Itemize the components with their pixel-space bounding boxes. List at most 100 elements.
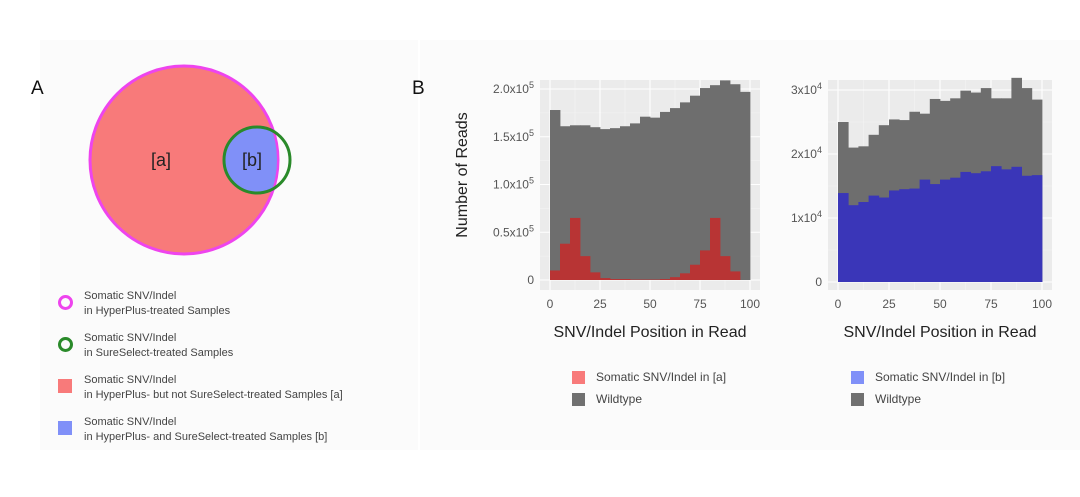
- bar-somatic: [940, 179, 951, 282]
- bar-wildtype: [710, 85, 721, 281]
- x-tick-label: 50: [643, 297, 657, 311]
- bar-wildtype: [740, 91, 751, 281]
- legend-square-icon: [58, 379, 72, 393]
- bar-wildtype: [560, 126, 571, 281]
- legend-label: Somatic SNV/Indel in [a]: [596, 370, 727, 384]
- legend-swatch-icon: [851, 393, 864, 406]
- bar-somatic: [570, 217, 581, 280]
- bar-somatic: [919, 179, 931, 282]
- bar-somatic: [690, 264, 701, 280]
- x-axis-title: SNV/Indel Position in Read: [844, 324, 1037, 341]
- legend-line2: in HyperPlus- but not SureSelect-treated…: [84, 389, 343, 401]
- bar-somatic: [929, 184, 941, 282]
- legend-line2: in HyperPlus-treated Samples: [84, 305, 231, 317]
- y-tick-label: 3x104: [791, 81, 822, 97]
- bar-somatic: [610, 279, 621, 280]
- x-tick-label: 25: [882, 297, 896, 311]
- x-tick-label: 0: [835, 297, 842, 311]
- bar-somatic: [600, 278, 611, 280]
- bar-wildtype: [600, 129, 611, 280]
- bar-wildtype: [730, 84, 741, 280]
- venn-diagram: [a] [b]: [88, 64, 292, 256]
- bar-somatic: [980, 171, 992, 282]
- venn-circle-sureselect: [222, 125, 292, 195]
- bar-wildtype: [690, 95, 701, 280]
- x-tick-label: 25: [593, 297, 607, 311]
- bar-somatic: [550, 270, 561, 280]
- bar-somatic: [899, 189, 910, 282]
- bar-somatic: [620, 279, 631, 280]
- bar-wildtype: [610, 128, 621, 280]
- bar-somatic: [720, 256, 731, 280]
- x-tick-label: 100: [1032, 297, 1052, 311]
- legend-line1: Somatic SNV/Indel: [84, 332, 177, 344]
- x-tick-label: 0: [547, 297, 554, 311]
- bar-somatic: [660, 279, 671, 280]
- bar-wildtype: [640, 116, 651, 280]
- legend-line1: Somatic SNV/Indel: [84, 290, 177, 302]
- legend-swatch-icon: [572, 393, 585, 406]
- bar-somatic: [960, 171, 971, 282]
- bar-wildtype: [700, 88, 711, 280]
- bar-wildtype: [620, 126, 631, 281]
- bar-wildtype: [650, 117, 661, 281]
- panel-a-label: A: [31, 78, 44, 99]
- legend-label: Wildtype: [596, 392, 643, 406]
- bar-somatic: [580, 256, 591, 280]
- bar-wildtype: [670, 108, 681, 280]
- venn-region-a-label: [a]: [151, 150, 171, 170]
- legend-line1: Somatic SNV/Indel: [84, 416, 177, 428]
- legend-line2: in SureSelect-treated Samples: [84, 347, 234, 359]
- bar-wildtype: [570, 125, 581, 280]
- bar-somatic: [950, 177, 961, 282]
- x-tick-label: 100: [740, 297, 760, 311]
- legend-label: Somatic SNV/Indel in [b]: [875, 370, 1006, 384]
- bar-somatic: [670, 277, 681, 280]
- bar-somatic: [909, 188, 920, 282]
- y-tick-label: 1.0x105: [493, 176, 534, 192]
- legend-ring-icon: [58, 295, 73, 310]
- y-tick-label: 1x104: [791, 209, 822, 225]
- x-tick-label: 75: [693, 297, 707, 311]
- bar-somatic: [1001, 169, 1012, 282]
- bar-somatic: [858, 202, 869, 282]
- bar-somatic: [889, 190, 900, 282]
- bar-somatic: [710, 217, 721, 280]
- bar-somatic: [590, 272, 601, 280]
- legend-ring-icon: [58, 337, 73, 352]
- legend-label: Wildtype: [875, 392, 922, 406]
- bar-somatic: [1021, 175, 1033, 282]
- bar-wildtype: [720, 80, 731, 280]
- legend-line2: in HyperPlus- and SureSelect-treated Sam…: [84, 431, 328, 443]
- bar-somatic: [730, 271, 741, 280]
- bar-somatic: [848, 205, 859, 282]
- bar-somatic: [970, 173, 982, 282]
- bar-somatic: [700, 250, 711, 280]
- bar-wildtype: [630, 123, 641, 280]
- y-tick-label: 2.0x105: [493, 80, 534, 96]
- x-axis-title: SNV/Indel Position in Read: [554, 324, 747, 341]
- bar-wildtype: [660, 111, 671, 280]
- venn-circle-hyperplus: [88, 64, 280, 256]
- y-tick-label: 0: [527, 273, 534, 287]
- legend-swatch-icon: [572, 371, 585, 384]
- bar-somatic: [560, 243, 571, 280]
- x-tick-label: 75: [984, 297, 998, 311]
- legend-square-icon: [58, 421, 72, 435]
- y-tick-label: 1.5x105: [493, 128, 534, 144]
- y-tick-label: 0.5x105: [493, 223, 534, 239]
- y-tick-label: 0: [815, 275, 822, 289]
- legend-swatch-icon: [851, 371, 864, 384]
- bar-wildtype: [580, 125, 591, 280]
- bar-wildtype: [680, 102, 691, 281]
- bar-somatic: [1011, 166, 1022, 282]
- y-axis-title: Number of Reads: [454, 112, 471, 237]
- venn-region-b: [224, 127, 277, 193]
- bar-wildtype: [590, 127, 601, 280]
- bar-somatic: [991, 166, 1002, 282]
- bar-wildtype: [550, 110, 561, 280]
- bar-somatic: [680, 273, 691, 280]
- bar-somatic: [838, 193, 849, 282]
- venn-region-b-label: [b]: [242, 150, 262, 170]
